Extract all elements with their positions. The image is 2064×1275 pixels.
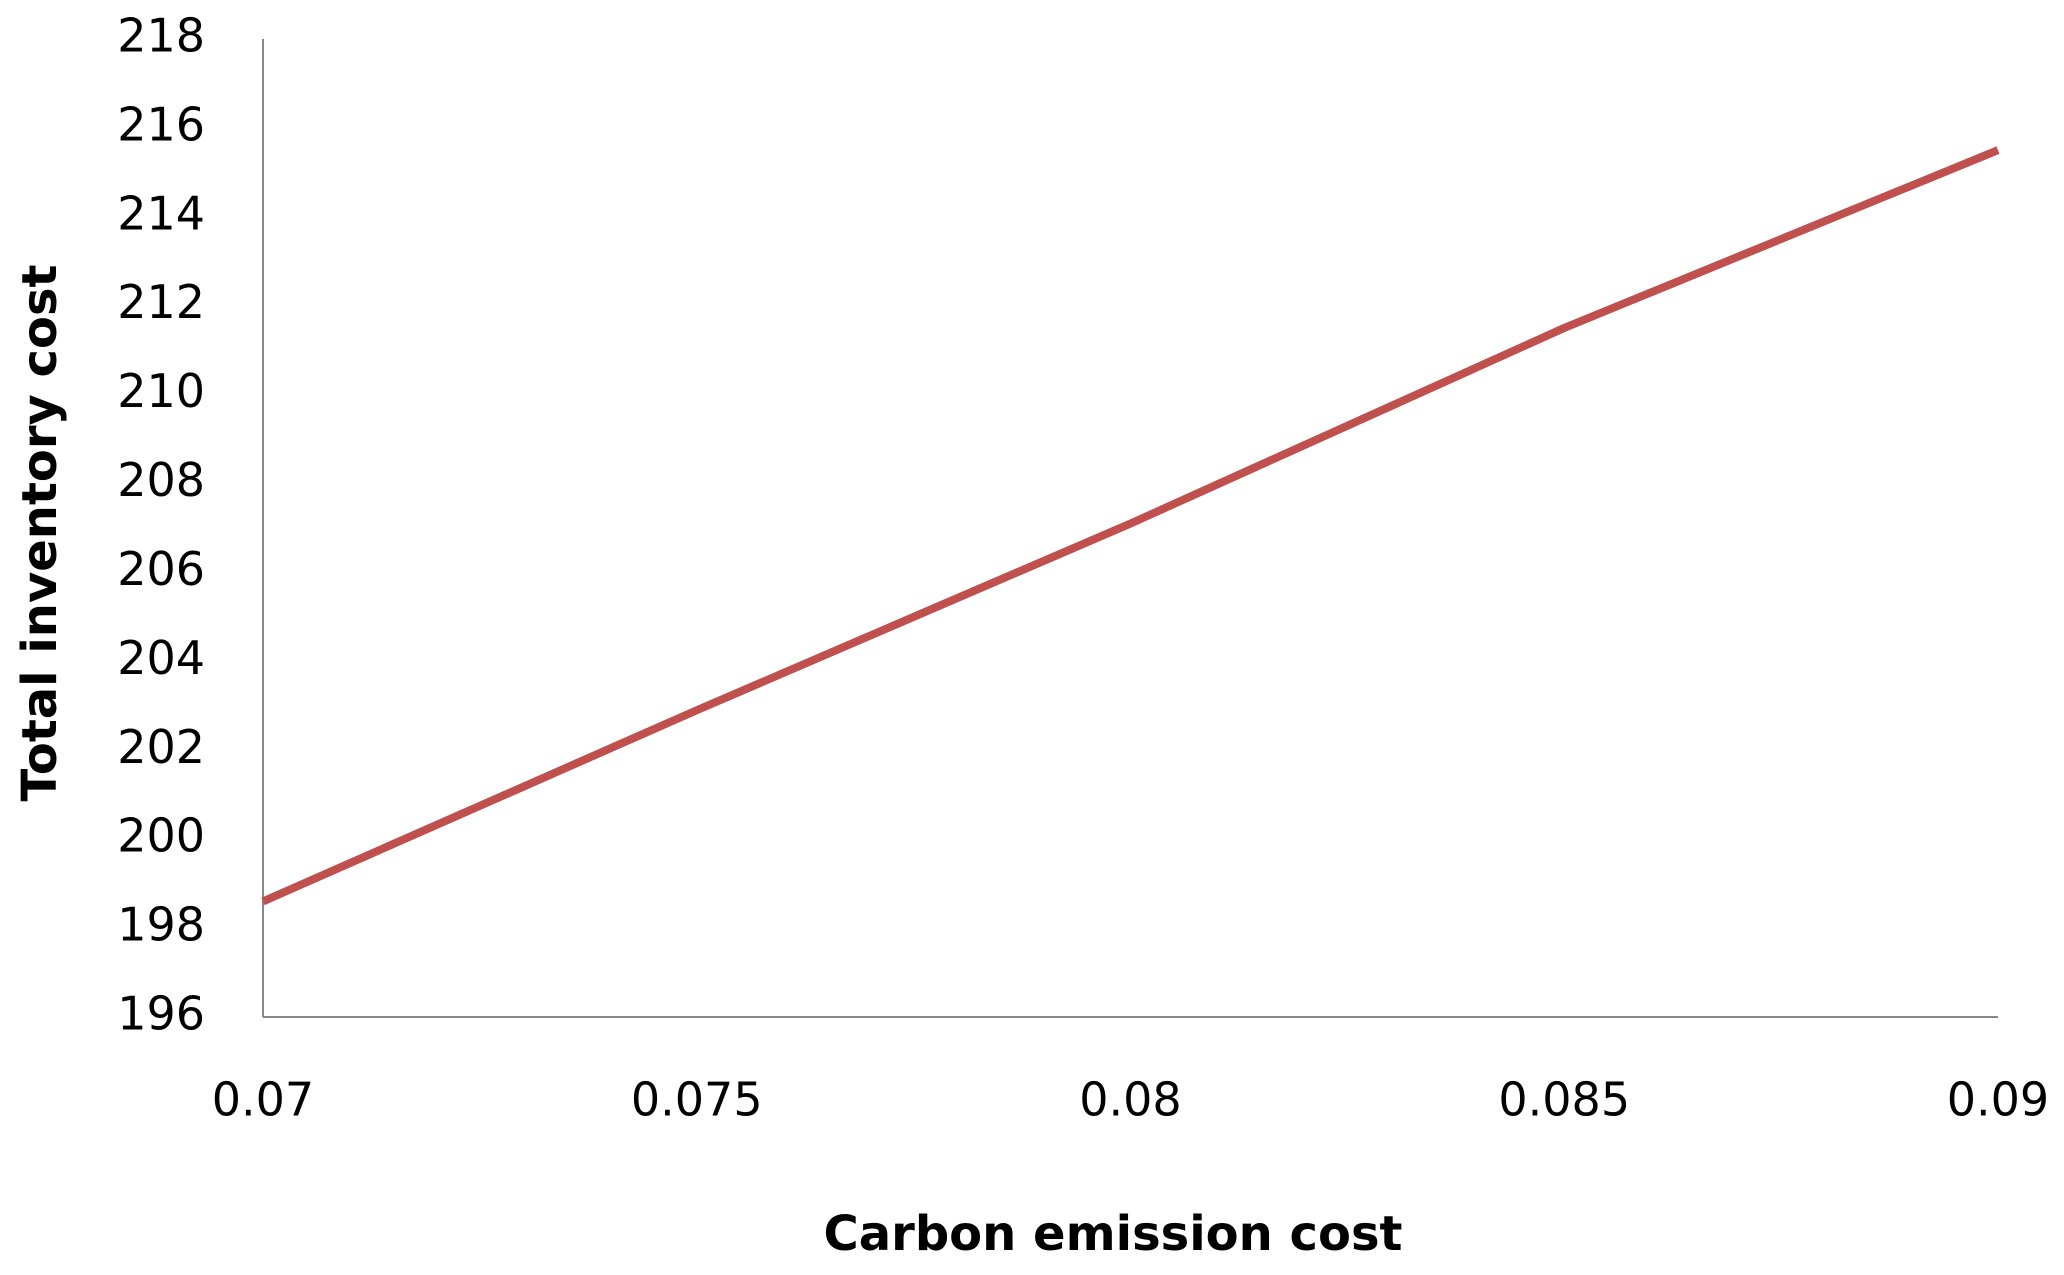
y-tick-label: 218 bbox=[117, 9, 205, 63]
x-tick-label: 0.08 bbox=[1079, 1073, 1181, 1127]
y-tick-label: 216 bbox=[117, 97, 205, 151]
x-tick-label: 0.09 bbox=[1947, 1073, 2049, 1127]
y-tick-label: 204 bbox=[117, 631, 205, 685]
x-tick-label: 0.085 bbox=[1498, 1073, 1630, 1127]
y-tick-label: 196 bbox=[117, 987, 205, 1041]
x-axis-title: Carbon emission cost bbox=[824, 1206, 1403, 1262]
y-tick-label: 198 bbox=[117, 898, 205, 952]
data-line bbox=[261, 146, 2000, 906]
y-tick-label: 206 bbox=[117, 542, 205, 596]
y-tick-label: 202 bbox=[117, 720, 205, 774]
y-tick-label: 200 bbox=[117, 809, 205, 863]
y-tick-label: 212 bbox=[117, 275, 205, 329]
y-tick-label: 210 bbox=[117, 364, 205, 418]
x-tick-label: 0.07 bbox=[212, 1073, 314, 1127]
x-tick-label: 0.075 bbox=[631, 1073, 763, 1127]
y-tick-label: 208 bbox=[117, 453, 205, 507]
y-axis-title: Total inventory cost bbox=[12, 264, 68, 801]
y-tick-label: 214 bbox=[117, 186, 205, 240]
